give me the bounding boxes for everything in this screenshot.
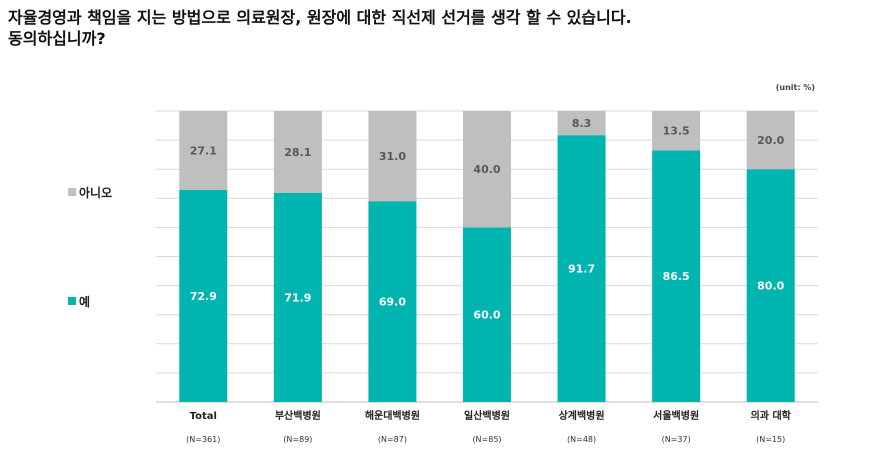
- legend-swatch-yes: [68, 297, 76, 305]
- data-label-no: 28.1: [284, 146, 311, 159]
- data-label-yes: 91.7: [568, 263, 595, 276]
- category-label: 상계백병원: [559, 409, 605, 422]
- bar-no: [368, 111, 417, 202]
- category-label: 의과 대학: [751, 409, 792, 422]
- category-label: 서울백병원: [653, 409, 699, 422]
- data-label-no: 31.0: [379, 150, 406, 163]
- data-label-yes: 86.5: [663, 270, 690, 283]
- data-label-no: 27.1: [190, 144, 217, 157]
- bar-no: [557, 111, 606, 136]
- bar-yes: [179, 189, 228, 402]
- sample-size-label: (N=87): [378, 435, 407, 444]
- data-label-yes: 71.9: [284, 291, 311, 304]
- data-label-no: 8.3: [572, 117, 592, 130]
- data-label-yes: 69.0: [379, 296, 406, 309]
- bar-yes: [652, 150, 701, 402]
- bar-yes: [273, 192, 322, 402]
- category-label: 해운대백병원: [365, 409, 420, 422]
- bar-yes: [746, 169, 795, 402]
- bar-yes: [368, 201, 417, 402]
- sample-size-label: (N=361): [186, 435, 220, 444]
- data-label-yes: 60.0: [473, 309, 500, 322]
- bar-no: [179, 111, 228, 190]
- legend-item-no: 아니오: [68, 184, 112, 201]
- bar-no: [273, 111, 322, 193]
- legend-swatch-no: [68, 188, 76, 196]
- legend-item-yes: 예: [68, 293, 90, 310]
- bar-no: [652, 111, 701, 151]
- title-line-1: 자율경영과 책임을 지는 방법으로 의료원장, 원장에 대한 직선제 선거를 생…: [8, 8, 632, 27]
- category-label: 일산백병원: [464, 409, 510, 422]
- sample-size-label: (N=85): [472, 435, 501, 444]
- data-label-no: 20.0: [757, 134, 784, 147]
- data-label-no: 40.0: [473, 163, 500, 176]
- unit-label: (unit: %): [775, 83, 815, 92]
- sample-size-label: (N=15): [756, 435, 785, 444]
- sample-size-label: (N=37): [662, 435, 691, 444]
- bar-no: [463, 111, 511, 228]
- title-line-2: 동의하십니까?: [8, 29, 106, 48]
- data-label-yes: 80.0: [757, 280, 784, 293]
- legend-label-yes: 예: [79, 295, 91, 309]
- bar-yes: [463, 227, 511, 402]
- chart-title: 자율경영과 책임을 지는 방법으로 의료원장, 원장에 대한 직선제 선거를 생…: [8, 7, 868, 49]
- data-label-no: 13.5: [663, 125, 690, 138]
- category-label: Total: [190, 411, 217, 422]
- sample-size-label: (N=48): [567, 435, 596, 444]
- bar-no: [746, 111, 795, 170]
- sample-size-label: (N=89): [283, 435, 312, 444]
- bar-yes: [557, 135, 606, 402]
- category-label: 부산백병원: [275, 409, 321, 422]
- data-label-yes: 72.9: [190, 290, 217, 303]
- legend-label-no: 아니오: [79, 186, 113, 200]
